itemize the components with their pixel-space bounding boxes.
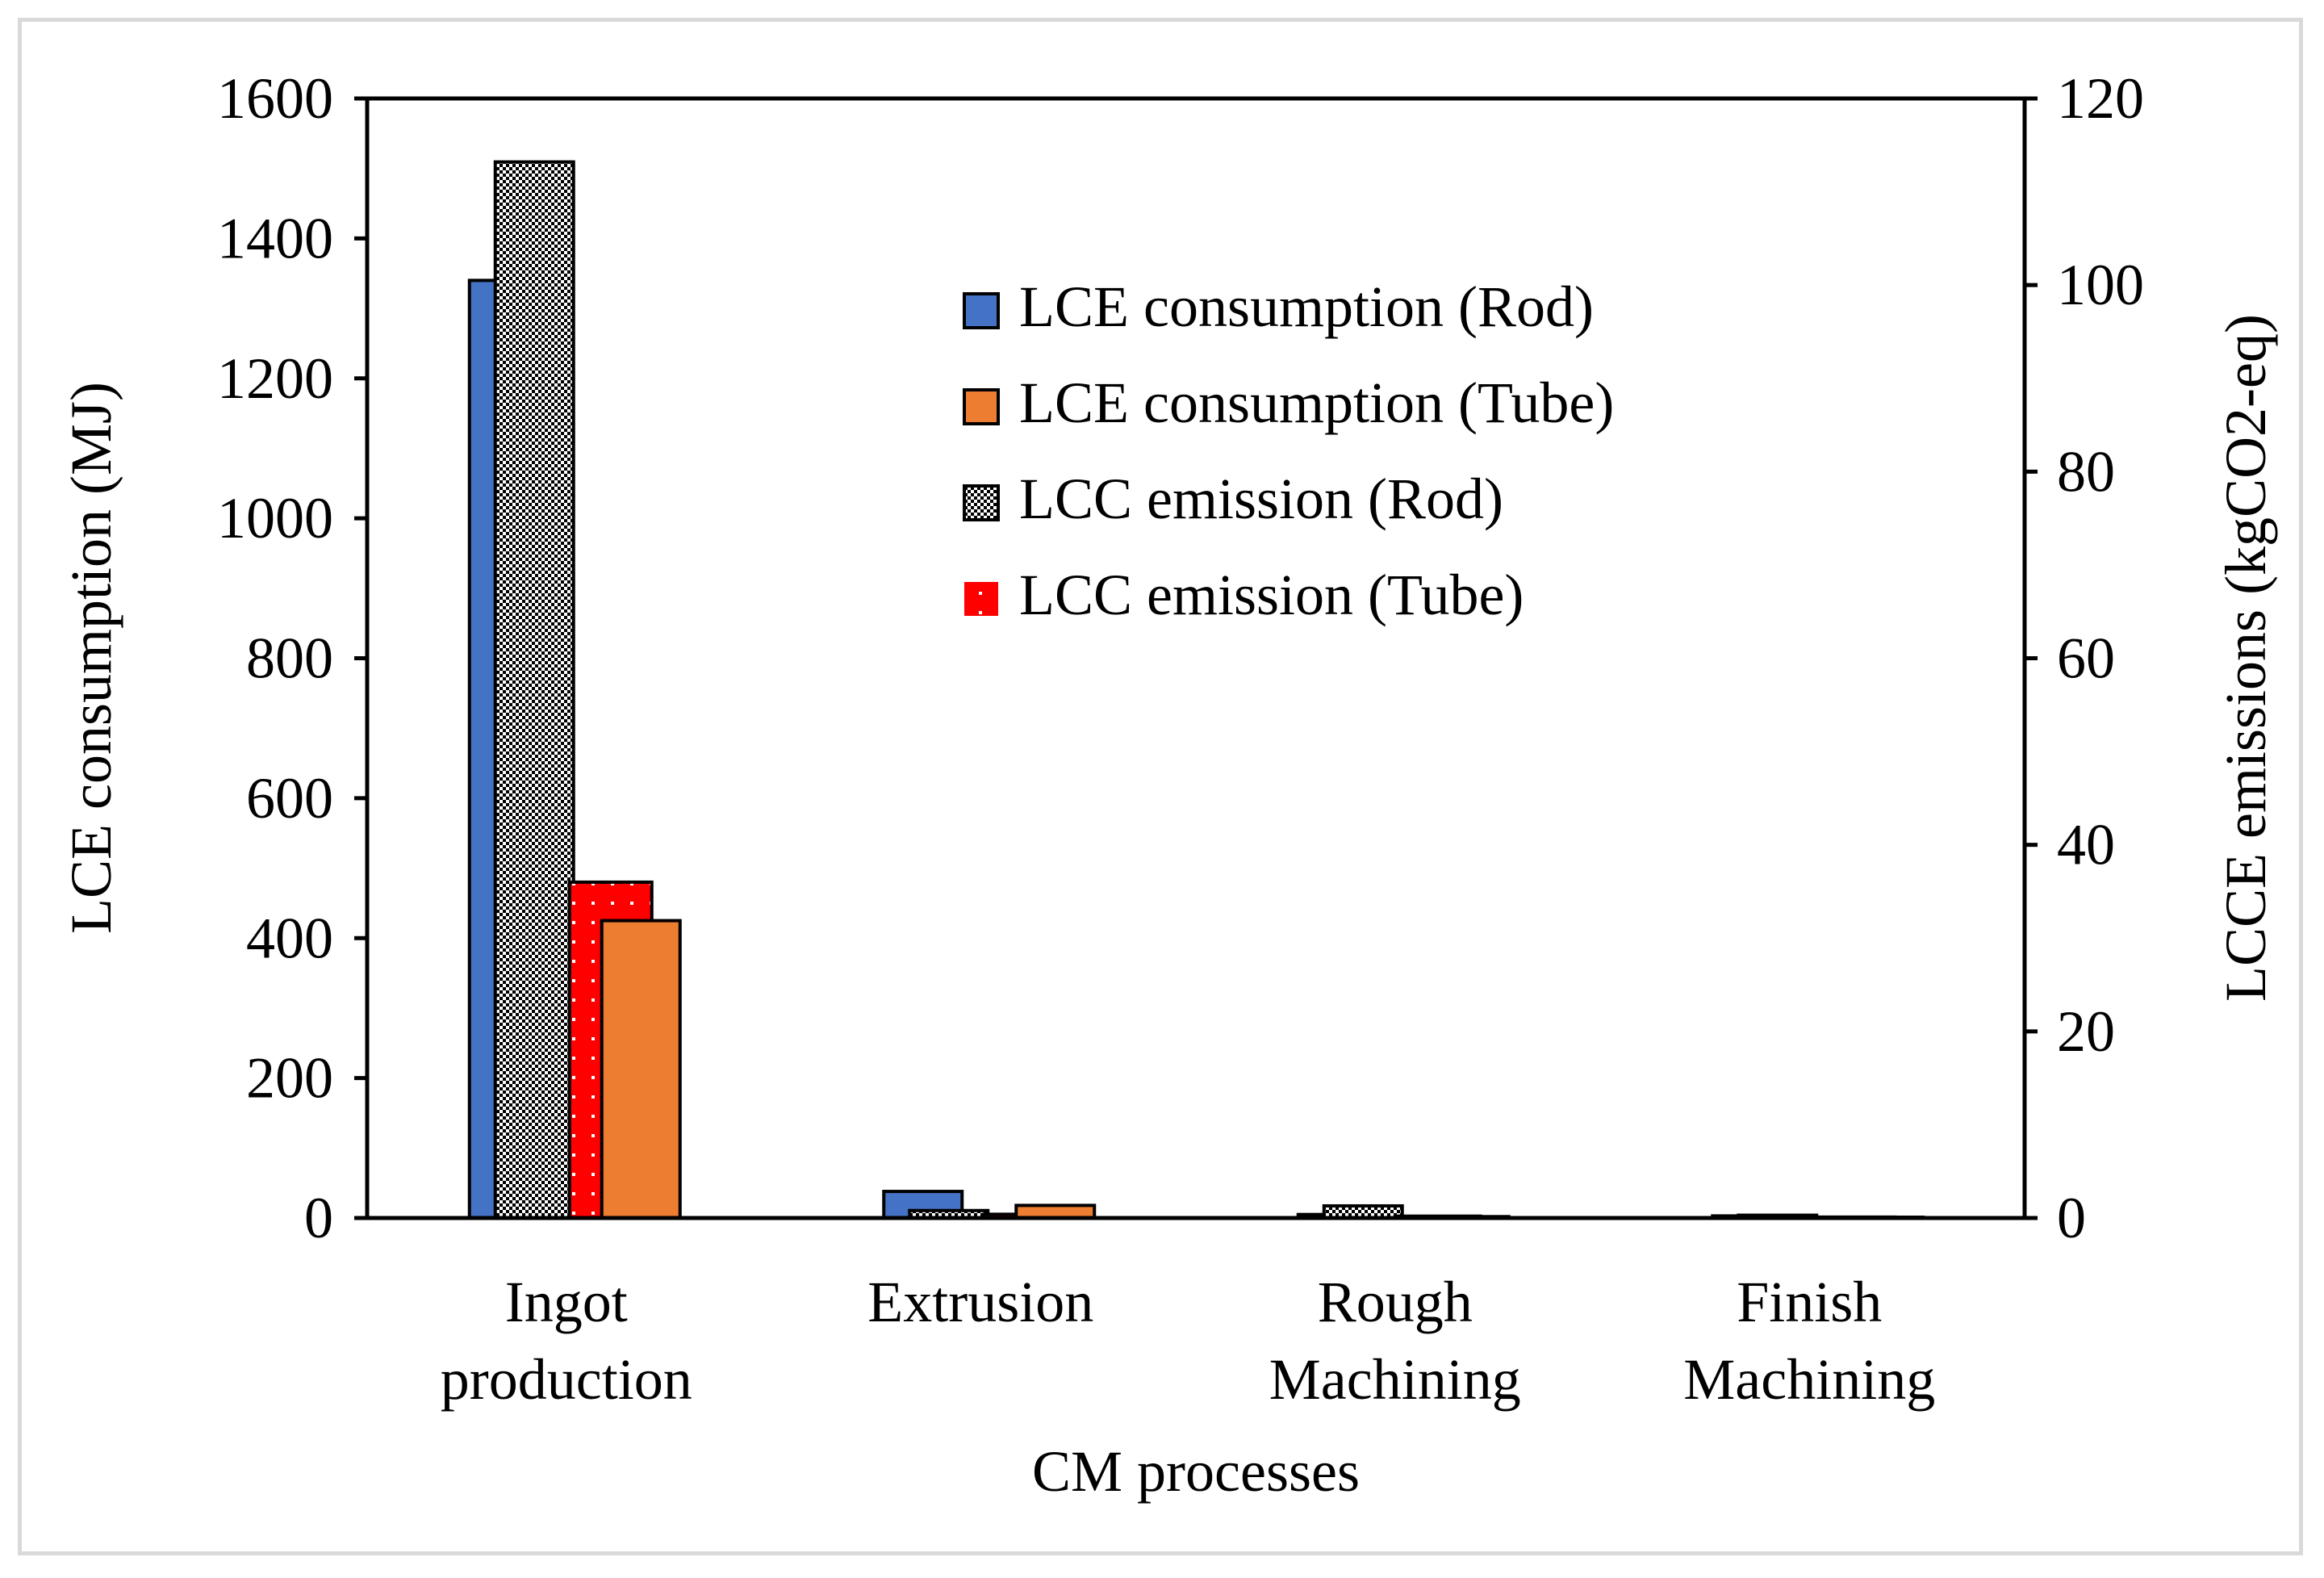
x-tick-label: Machining	[1269, 1347, 1521, 1412]
chart-frame: 0 200 400 600 800 1000 1200 1400 1600 0 20 40 60 80 10…	[18, 18, 2303, 1555]
x-tick-label: Rough	[1318, 1270, 1473, 1334]
y-left-tick-label: 1600	[217, 66, 333, 131]
y-right-tick-label: 80	[2057, 439, 2115, 504]
x-tick-label: Finish	[1737, 1270, 1882, 1334]
legend-label-3: LCC emission (Tube)	[1019, 563, 1524, 627]
y-left-tick-label: 800	[246, 626, 333, 691]
legend-swatch-0	[963, 292, 1000, 329]
legend-label-1: LCE consumption (Tube)	[1019, 370, 1614, 435]
y-right-tick-label: 60	[2057, 626, 2115, 691]
legend-label-2: LCC emission (Rod)	[1019, 467, 1503, 531]
y-left-tick-label: 400	[246, 906, 333, 970]
x-tick-label: Ingot	[505, 1270, 628, 1334]
axes-layer: 0 200 400 600 800 1000 1200 1400 1600 0 20 40 60 80 10…	[217, 66, 2144, 1412]
y-left-tick-label: 1200	[217, 346, 333, 411]
bars-layer	[467, 160, 1925, 1220]
chart-svg: 0 200 400 600 800 1000 1200 1400 1600 0 20 40 60 80 10…	[59, 66, 2278, 1504]
y-axis-title-left: LCE consumption (MJ)	[59, 382, 123, 934]
x-tick-label: Extrusion	[867, 1270, 1093, 1334]
legend-label-0: LCE consumption (Rod)	[1019, 274, 1594, 339]
y-right-tick-label: 40	[2057, 813, 2115, 877]
legend-swatch-3	[964, 582, 998, 616]
y-right-tick-label: 120	[2057, 66, 2144, 131]
y-right-tick-label: 0	[2057, 1186, 2086, 1250]
y-left-tick-label: 600	[246, 766, 333, 831]
x-tick-label: Machining	[1683, 1347, 1935, 1412]
legend-swatch-2	[963, 484, 1000, 521]
y-right-tick-label: 100	[2057, 253, 2144, 317]
x-axis-title: CM processes	[1032, 1439, 1360, 1504]
y-left-tick-label: 1000	[217, 486, 333, 550]
y-right-tick-label: 20	[2057, 999, 2115, 1064]
bar-lcc-emission-rod-0	[493, 160, 575, 1220]
y-left-tick-label: 200	[246, 1046, 333, 1111]
bar-lce-consumption-tube-0	[600, 919, 682, 1220]
y-left-tick-label: 0	[304, 1186, 333, 1250]
legend-swatch-1	[963, 388, 1000, 425]
legend: LCE consumption (Rod) LCE consumption (Tu…	[963, 274, 1614, 627]
y-axis-title-right: LCCE emissions (kgCO2-eq)	[2213, 314, 2278, 1002]
y-left-tick-label: 1400	[217, 206, 333, 270]
x-tick-label: production	[441, 1347, 692, 1412]
